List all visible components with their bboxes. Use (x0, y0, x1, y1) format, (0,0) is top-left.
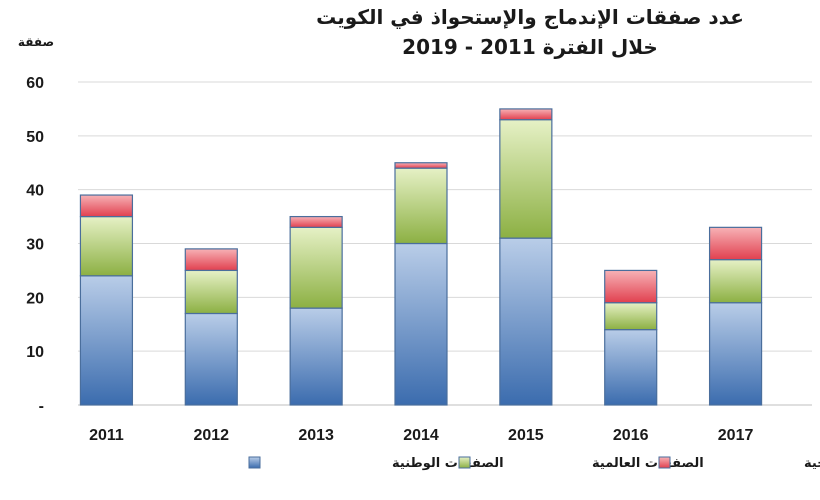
bar-segment (184, 269, 238, 315)
bars (79, 108, 763, 406)
bar-segment (289, 226, 343, 309)
x-tick-label: 2015 (508, 427, 544, 444)
bar-segment (79, 194, 134, 218)
bar-segment (79, 215, 134, 277)
legend-swatch (658, 456, 671, 469)
bar-segment (604, 269, 658, 304)
bar-segment (499, 237, 553, 406)
bar-segment (499, 119, 553, 239)
y-axis-ticks: - 10 20 30 40 50 60 (26, 75, 44, 415)
y-tick-label: 30 (26, 237, 44, 254)
x-tick-label: 2011 (89, 427, 124, 444)
y-tick-label: 10 (26, 344, 44, 361)
x-tick-label: 2012 (193, 427, 229, 444)
legend-label: الصفقات العالمية (592, 456, 704, 471)
bar-segment (79, 275, 134, 406)
bar-segment (184, 248, 238, 272)
bar-segment (708, 302, 763, 406)
legend: الصفقات الوطنية الصفقات العالمية الصفقات ا… (248, 456, 820, 471)
x-tick-label: 2014 (403, 427, 439, 444)
legend-swatch (458, 456, 471, 469)
chart-title: عدد صفقات الإندماج والإستحواذ في الكويت (316, 5, 744, 30)
y-tick-label: 60 (26, 75, 44, 92)
bar-segment (708, 226, 763, 261)
bar-segment (604, 302, 658, 331)
legend-swatch (248, 456, 261, 469)
bar-segment (708, 259, 763, 304)
x-tick-label: 2016 (613, 427, 649, 444)
bar-segment (184, 312, 238, 406)
bar-segment (394, 162, 448, 169)
x-tick-label: 2013 (298, 427, 334, 444)
bar-segment (289, 307, 343, 406)
bar-segment (604, 329, 658, 406)
chart-subtitle: خلال الفترة 2011 - 2019 (402, 35, 658, 59)
bar-segment (394, 167, 448, 245)
x-axis-ticks: 2011 2012 2013 2014 2015 2016 2017 (89, 427, 753, 444)
legend-label: الصفقات الخليجية (804, 456, 820, 471)
y-tick-label: 20 (26, 290, 44, 307)
x-tick-label: 2017 (718, 427, 754, 444)
y-tick-label: - (39, 398, 44, 415)
legend-label: الصفقات الوطنية (392, 456, 504, 471)
bar-segment (499, 108, 553, 121)
y-tick-label: 50 (26, 129, 44, 146)
y-tick-label: 40 (26, 183, 44, 200)
y-axis-unit-label: صفقة (18, 35, 54, 49)
bar-segment (289, 215, 343, 228)
bar-segment (394, 242, 448, 406)
